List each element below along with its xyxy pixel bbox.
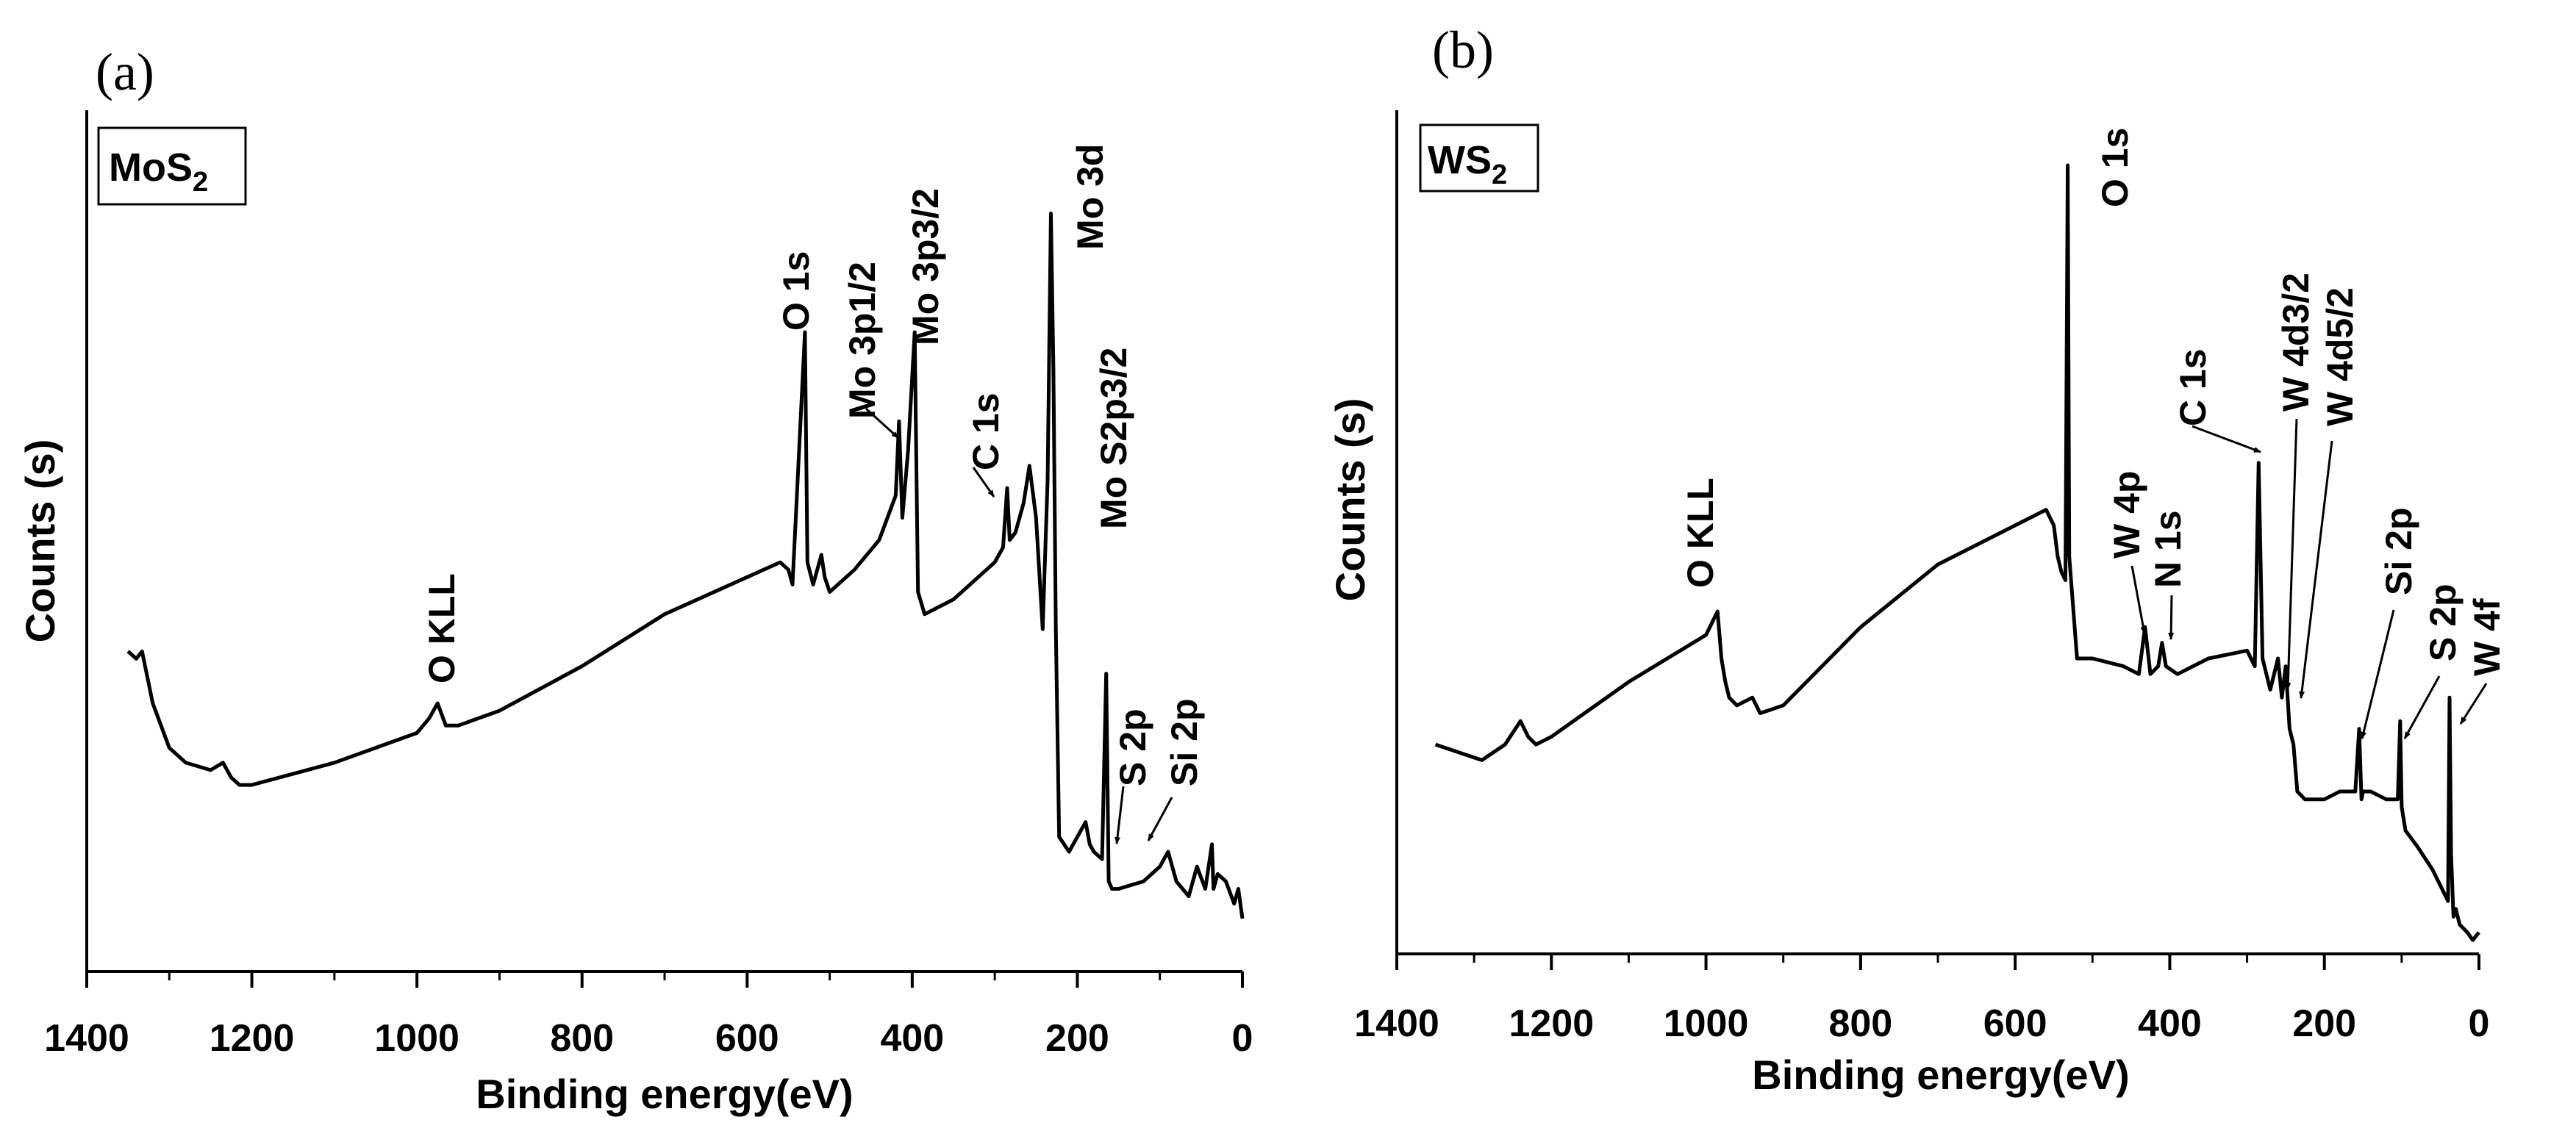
panel-b-x-axis-title: Binding energy(eV) bbox=[1752, 1052, 2129, 1098]
peak-label-s-2p-b: S 2p bbox=[2422, 584, 2464, 661]
panel-a-x-tick-label: 200 bbox=[1045, 1017, 1109, 1060]
peak-label-mo-s2p3-2: Mo S2p3/2 bbox=[1093, 348, 1134, 529]
panel-a-x-tick-label: 800 bbox=[550, 1017, 614, 1060]
peak-label-mo-3p3-2: Mo 3p3/2 bbox=[905, 188, 946, 345]
panel-a-x-axis-title: Binding energy(eV) bbox=[476, 1071, 853, 1117]
panel-b-sample-base: WS bbox=[1428, 138, 1492, 182]
panel-b-x-tick-label: 1200 bbox=[1509, 1002, 1594, 1045]
peak-label-mo-3p1-2: Mo 3p1/2 bbox=[842, 262, 883, 419]
arrow-s-2p bbox=[1115, 786, 1125, 844]
arrow-w-4d3-2 bbox=[2285, 418, 2298, 690]
panel-a-sample-sub: 2 bbox=[193, 167, 208, 198]
panel-a-sample-box bbox=[97, 126, 247, 206]
arrow-c-1s-b bbox=[2192, 425, 2261, 453]
panel-b-label: (b) bbox=[1432, 21, 1494, 79]
panel-a: (a) MoS2 1400 1200 1000 800 600 400 200 0 Bindi… bbox=[17, 43, 1253, 1117]
panel-a-y-axis-title: Counts (s) bbox=[17, 439, 63, 643]
panel-b: (b) WS2 1400 1200 1000 800 600 400 200 0 Bindin… bbox=[1327, 21, 2508, 1098]
panel-a-survey-line bbox=[126, 211, 1245, 919]
panel-a-x-tick-label: 400 bbox=[880, 1017, 944, 1060]
arrow-w-4p bbox=[2130, 565, 2147, 634]
peak-label-w-4f: W 4f bbox=[2466, 598, 2508, 676]
arrow-c-1s bbox=[972, 467, 995, 498]
peak-label-c-1s-b: C 1s bbox=[2172, 348, 2214, 426]
peak-label-si-2p: Si 2p bbox=[1164, 699, 1205, 786]
panel-b-x-tick-label: 200 bbox=[2292, 1002, 2356, 1045]
peak-label-c-1s: C 1s bbox=[965, 392, 1006, 470]
peak-label-w-4p: W 4p bbox=[2106, 471, 2147, 559]
panel-a-sample-label: MoS2 bbox=[109, 146, 208, 198]
panel-b-x-tick-label: 800 bbox=[1828, 1002, 1892, 1045]
panel-a-x-tick-label: 1400 bbox=[44, 1017, 129, 1060]
arrow-si-2p-b bbox=[2361, 609, 2395, 739]
peak-label-o-kll-b: O KLL bbox=[1680, 478, 1721, 588]
panel-b-sample-sub: 2 bbox=[1492, 159, 1507, 190]
panel-b-y-axis-title: Counts (s) bbox=[1327, 398, 1373, 602]
panel-b-ticks: 1400 1200 1000 800 600 400 200 0 bbox=[1354, 954, 2489, 1045]
panel-b-x-tick-label: 400 bbox=[2138, 1002, 2202, 1045]
panel-b-x-tick-label: 1400 bbox=[1354, 1002, 1439, 1045]
panel-b-x-tick-label: 0 bbox=[2469, 1002, 2490, 1045]
panel-a-sample-base: MoS bbox=[109, 146, 193, 190]
panel-a-x-tick-label: 1000 bbox=[374, 1017, 459, 1060]
panel-b-x-tick-label: 1000 bbox=[1664, 1002, 1749, 1045]
arrow-si-2p bbox=[1147, 797, 1173, 841]
peak-label-s-2p: S 2p bbox=[1112, 708, 1153, 786]
panel-b-x-tick-label: 600 bbox=[1983, 1002, 2047, 1045]
peak-label-si-2p-b: Si 2p bbox=[2378, 508, 2419, 595]
peak-label-o-kll: O KLL bbox=[421, 573, 462, 683]
panel-b-sample-box bbox=[1419, 123, 1539, 193]
panel-a-label: (a) bbox=[96, 43, 154, 101]
peak-label-mo-3d: Mo 3d bbox=[1070, 144, 1111, 250]
arrow-w-4d5-2 bbox=[2299, 440, 2333, 699]
peak-label-n-1s: N 1s bbox=[2147, 510, 2189, 588]
panel-a-ticks: 1400 1200 1000 800 600 400 200 0 bbox=[44, 972, 1253, 1060]
peak-label-o-1s: O 1s bbox=[776, 251, 817, 331]
arrow-n-1s bbox=[2168, 595, 2175, 640]
peak-label-w-4d5-2: W 4d5/2 bbox=[2319, 287, 2361, 426]
peak-label-o-1s-b: O 1s bbox=[2094, 128, 2136, 207]
arrow-s-2p-b bbox=[2403, 675, 2441, 739]
panel-b-sample-label: WS2 bbox=[1428, 138, 1507, 190]
panel-a-x-tick-label: 0 bbox=[1232, 1017, 1253, 1060]
arrow-mo-3p1-2 bbox=[865, 407, 900, 439]
panel-b-survey-line bbox=[1434, 163, 2480, 942]
panel-a-x-tick-label: 1200 bbox=[210, 1017, 295, 1060]
arrow-w-4f bbox=[2459, 683, 2488, 725]
panel-a-x-tick-label: 600 bbox=[715, 1017, 779, 1060]
peak-label-w-4d3-2: W 4d3/2 bbox=[2275, 273, 2316, 412]
